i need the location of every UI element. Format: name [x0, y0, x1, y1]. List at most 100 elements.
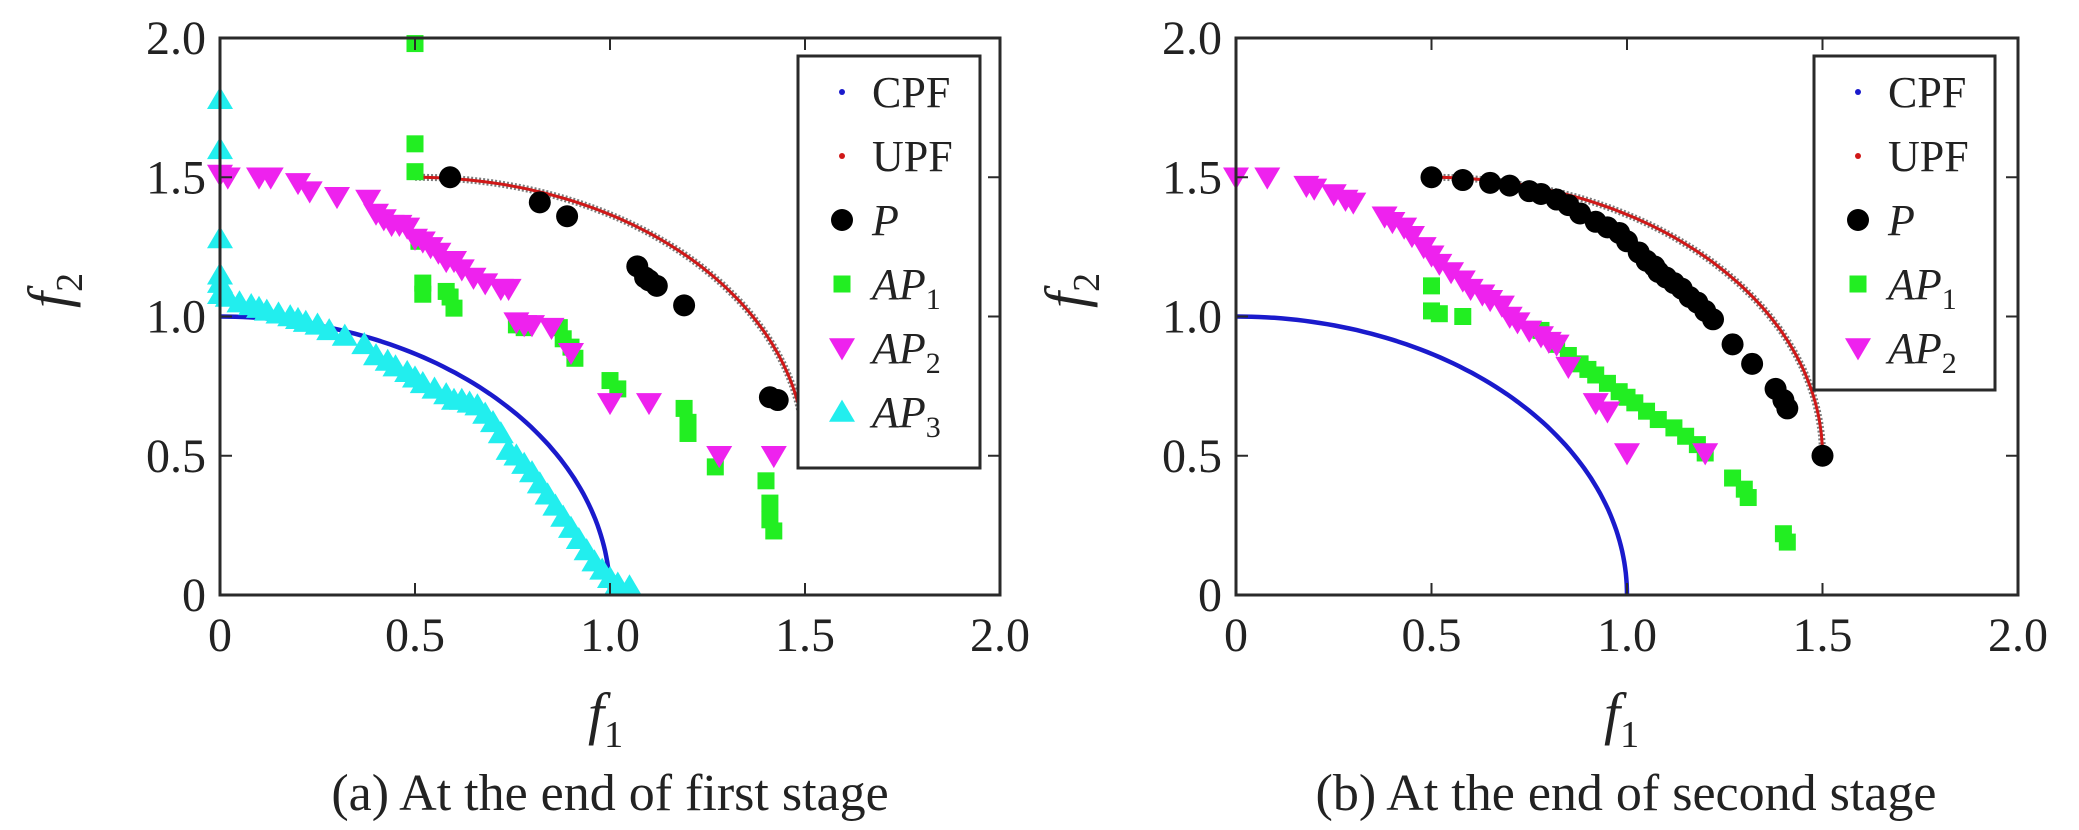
panel-a-ap2-point: [296, 181, 323, 204]
panel-a-ap2-point: [472, 273, 499, 296]
panel-b-legend-ap1-label: AP1: [1885, 260, 1957, 316]
panel-a-chart: 0 0.5 1.0 1.5 2.0 0 0.5 1.0 1.5 2.0 f1 f2 CPF UPF P…: [16, 12, 1030, 822]
panel-a-y-tick-label: 2.0: [146, 12, 206, 65]
panel-a-ap2-point: [394, 217, 421, 240]
panel-a-x-tick-label: 1.5: [775, 609, 835, 662]
panel-a-legend-ap2-marker: [829, 338, 855, 361]
panel-a-ap2-point: [355, 189, 382, 212]
panel-b-legend-upf-label: UPF: [1888, 132, 1969, 181]
panel-b-ap2-point: [1340, 192, 1367, 215]
panel-b-ap2-point: [1426, 253, 1453, 276]
panel-a-ap2-point: [495, 278, 522, 301]
panel-a-p-point: [766, 389, 789, 412]
panel-b-series-p: [1420, 166, 1834, 467]
panel-b-upf-curve: [1431, 175, 1824, 456]
panel-a-p-point: [556, 205, 579, 228]
panel-a-ap1-point: [414, 285, 432, 303]
panel-b-ap2-point: [1438, 262, 1465, 285]
panel-b-series-ap2: [1223, 167, 1719, 466]
panel-a-legend-cpf-dot: [839, 89, 845, 95]
panel-a-ap3-point: [616, 574, 643, 597]
panel-a-x-axis-label: f1: [588, 681, 623, 756]
panel-b-legend-box: [1812, 54, 1997, 392]
panel-a-legend-upf-label: UPF: [872, 132, 953, 181]
panel-b-p-point: [1776, 397, 1799, 420]
panel-a-ap2-point: [636, 393, 662, 416]
panel-a-y-tick-label: 0: [182, 569, 206, 622]
panel-b-y-tick-label: 1.0: [1162, 291, 1222, 344]
panel-a-ap2-point: [538, 317, 565, 340]
panel-a-ap1-point: [765, 522, 783, 540]
panel-b-x-tick-label: 0.5: [1402, 609, 1462, 662]
panel-a-legend-cpf-label: CPF: [872, 68, 950, 117]
panel-b-plot-area: [1223, 166, 1834, 596]
panel-a-ap3-point: [487, 421, 514, 444]
panel-b-ticks: 0 0.5 1.0 1.5 2.0 0 0.5 1.0 1.5 2.0: [1162, 12, 2048, 662]
panel-b-legend-p-label: P: [1887, 196, 1915, 245]
panel-b-ap2-point: [1614, 443, 1640, 466]
panel-a-upf-curve: [415, 175, 807, 456]
panel-b-p-point: [1702, 308, 1725, 331]
panel-b-y-tick-label: 0: [1198, 569, 1222, 622]
panel-a-ap2-point: [285, 173, 311, 196]
panel-a-ap2-point: [760, 446, 787, 469]
panel-b-legend-ap2-marker: [1845, 338, 1871, 361]
panel-b-legend-ap2-label: AP2: [1885, 324, 1957, 380]
panel-b-chart: 0 0.5 1.0 1.5 2.0 0 0.5 1.0 1.5 2.0 f1 f2 CPF UPF P…: [1033, 12, 2048, 822]
panel-a-ap2-point: [257, 167, 284, 190]
panel-a-legend-upf-dot: [839, 153, 845, 159]
panel-b-x-tick-label: 1.0: [1597, 609, 1657, 662]
panel-a-p-point: [439, 166, 462, 189]
panel-a-ap2-point: [460, 267, 487, 290]
panel-a-legend-ap2-label: AP2: [869, 324, 941, 380]
panel-a-ap1-point: [757, 472, 775, 490]
panel-b-ap2-point: [1398, 225, 1425, 249]
panel-a-caption: (a) At the end of first stage: [331, 765, 888, 822]
panel-b-y-tick-label: 0.5: [1162, 430, 1222, 483]
panel-b-ap2-point: [1543, 334, 1570, 357]
panel-b-ap1-point: [1739, 489, 1757, 507]
panel-b-ap1-point: [1454, 308, 1472, 325]
panel-a-p-point: [528, 191, 551, 214]
panel-a-p-point: [673, 294, 696, 317]
panel-b-p-point: [1479, 171, 1502, 194]
panel-b-y-tick-label: 2.0: [1162, 12, 1222, 65]
panel-b-y-axis-label: f2: [1033, 273, 1108, 308]
panel-b-ap2-point: [1379, 212, 1406, 235]
panel-b-legend: CPF UPF P AP1 AP2: [1812, 54, 1997, 392]
panel-b-upf-halo: [1431, 173, 1826, 456]
panel-b-ap2-point: [1301, 178, 1328, 201]
panel-a-ap2-point: [558, 342, 584, 366]
panel-b-p-point: [1811, 444, 1834, 467]
panel-a-ap1-point: [675, 399, 693, 417]
panel-a-y-tick-label: 1.5: [146, 151, 206, 204]
panel-b-ap2-point: [1692, 443, 1719, 466]
panel-a-legend-ap3-label: AP3: [869, 388, 941, 444]
panel-a-ap1-point: [679, 424, 697, 442]
panel-a-x-tick-label: 1.0: [580, 609, 640, 662]
panel-b-ap2-point: [1488, 295, 1515, 318]
panel-a-ap3-point: [331, 323, 358, 346]
panel-a-ap3-point: [351, 332, 378, 355]
panel-a-series-ap3: [207, 86, 643, 597]
panel-b-ap2-point: [1582, 393, 1609, 416]
panel-b-ap2-point: [1320, 184, 1347, 207]
panel-a-legend-box: [796, 54, 982, 470]
panel-b-ap2-point: [1555, 356, 1582, 379]
panel-b-x-tick-label: 1.5: [1793, 609, 1853, 662]
panel-a-cpf-curve: [219, 314, 613, 596]
panel-b-x-tick-label: 2.0: [1988, 609, 2048, 662]
panel-b-x-axis-label: f1: [1604, 681, 1639, 756]
panel-b-legend-ap1-marker: [1849, 275, 1867, 293]
panel-b-ap2-point: [1254, 167, 1281, 190]
panel-a-legend-p-marker: [831, 209, 853, 231]
panel-b-p-point: [1498, 174, 1521, 197]
panel-a-p-point: [645, 274, 668, 297]
panel-a-ap2-point: [706, 446, 733, 469]
panel-a-x-tick-label: 2.0: [970, 609, 1030, 662]
panel-a-plot-area: [207, 35, 809, 597]
panel-a-ap2-point: [324, 186, 350, 210]
panel-b-p-point: [1721, 333, 1744, 356]
panel-b-ap1-point: [1423, 277, 1440, 295]
